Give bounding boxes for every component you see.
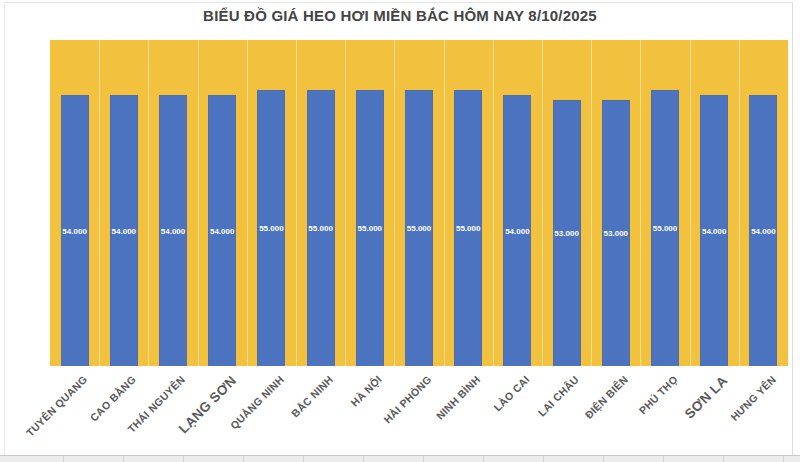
bar: 54.000 xyxy=(208,95,236,366)
bar: 54.000 xyxy=(503,95,531,366)
gridline-vertical xyxy=(394,40,395,366)
gridline-vertical xyxy=(591,40,592,366)
x-axis-label: HÀ NỘI xyxy=(349,373,385,409)
x-axis-label: BẮC NINH xyxy=(289,373,335,419)
bar-value-label: 54.000 xyxy=(62,227,86,236)
gridline-vertical xyxy=(148,40,149,366)
x-axis-label: SƠN LA xyxy=(682,373,731,422)
x-axis-label: ĐIỆN BIÊN xyxy=(582,373,630,421)
bar-value-label: 53.000 xyxy=(554,229,578,238)
bar-value-label: 55.000 xyxy=(456,224,480,233)
bar: 55.000 xyxy=(356,90,384,366)
bar-value-label: 54.000 xyxy=(112,227,136,236)
bar-value-label: 54.000 xyxy=(702,227,726,236)
chart-canvas: BIỂU ĐỒ GIÁ HEO HƠI MIỀN BẮC HÔM NAY 8/1… xyxy=(0,0,800,462)
bar-value-label: 55.000 xyxy=(358,224,382,233)
plot-area: 54.000 54.000 54.000 54.000 55.000 55.000 55.0… xyxy=(50,40,788,366)
gridline-vertical xyxy=(345,40,346,366)
gridline-vertical xyxy=(640,40,641,366)
bar-value-label: 53.000 xyxy=(604,229,628,238)
bar: 54.000 xyxy=(749,95,777,366)
x-axis-label: NINH BÌNH xyxy=(434,373,483,422)
bar: 55.000 xyxy=(307,90,335,366)
gridline-vertical xyxy=(296,40,297,366)
x-axis-labels: TUYÊN QUANGCAO BẰNGTHÁI NGUYÊNLẠNG SƠNQU… xyxy=(0,368,800,456)
bar-value-label: 54.000 xyxy=(505,227,529,236)
bar-value-label: 54.000 xyxy=(161,227,185,236)
bar: 55.000 xyxy=(405,90,433,366)
bar-value-label: 54.000 xyxy=(210,227,234,236)
x-axis-label: HƯNG YÊN xyxy=(728,373,778,423)
gridline-vertical xyxy=(542,40,543,366)
bar-value-label: 55.000 xyxy=(407,224,431,233)
bar: 55.000 xyxy=(454,90,482,366)
bar: 54.000 xyxy=(110,95,138,366)
frame-top-line xyxy=(4,2,793,3)
gridline-vertical xyxy=(99,40,100,366)
bar-value-label: 55.000 xyxy=(259,224,283,233)
bar: 53.000 xyxy=(553,100,581,366)
x-axis-label: LÀO CAI xyxy=(491,373,531,413)
bar: 55.000 xyxy=(257,90,285,366)
x-axis-label: CAO BẰNG xyxy=(88,373,139,424)
bar-value-label: 55.000 xyxy=(653,224,677,233)
x-axis-label: LAI CHÂU xyxy=(535,373,581,419)
bar: 54.000 xyxy=(159,95,187,366)
bar-value-label: 54.000 xyxy=(751,227,775,236)
bar: 54.000 xyxy=(61,95,89,366)
x-axis-label: PHÚ THỌ xyxy=(636,373,679,416)
gridline-vertical xyxy=(690,40,691,366)
bar: 54.000 xyxy=(700,95,728,366)
bar-value-label: 55.000 xyxy=(308,224,332,233)
gridline-vertical xyxy=(198,40,199,366)
bar: 55.000 xyxy=(651,90,679,366)
x-axis-label: HẢI PHÒNG xyxy=(381,373,433,425)
chart-title: BIỂU ĐỒ GIÁ HEO HƠI MIỀN BẮC HÔM NAY 8/1… xyxy=(0,7,800,24)
gridline-vertical xyxy=(493,40,494,366)
spreadsheet-row xyxy=(0,455,800,462)
gridline-vertical xyxy=(739,40,740,366)
gridline-vertical xyxy=(247,40,248,366)
x-axis-label: TUYÊN QUANG xyxy=(23,373,89,439)
gridline-vertical xyxy=(444,40,445,366)
bar: 53.000 xyxy=(602,100,630,366)
